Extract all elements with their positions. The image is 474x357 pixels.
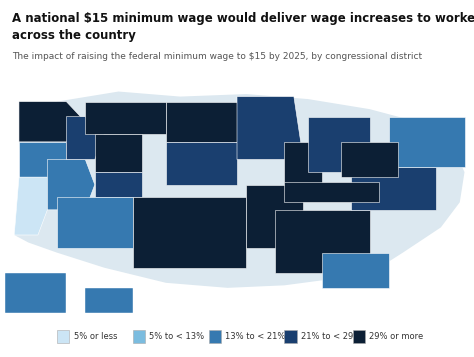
Polygon shape xyxy=(85,288,133,313)
Polygon shape xyxy=(14,177,47,235)
Bar xyxy=(284,330,297,343)
Polygon shape xyxy=(5,273,66,313)
Polygon shape xyxy=(166,102,237,142)
Polygon shape xyxy=(66,117,104,160)
Bar xyxy=(57,330,69,343)
Polygon shape xyxy=(284,142,322,185)
Polygon shape xyxy=(19,102,85,142)
Polygon shape xyxy=(351,167,436,210)
Polygon shape xyxy=(308,117,370,172)
Polygon shape xyxy=(322,253,389,288)
Text: A national $15 minimum wage would deliver wage increases to workers
across the c: A national $15 minimum wage would delive… xyxy=(12,12,474,42)
Polygon shape xyxy=(95,172,142,197)
Polygon shape xyxy=(85,102,166,134)
Text: 13% to < 21%: 13% to < 21% xyxy=(225,332,286,341)
Polygon shape xyxy=(246,185,303,248)
Polygon shape xyxy=(19,142,66,177)
Polygon shape xyxy=(14,91,465,288)
Bar xyxy=(209,330,221,343)
Text: 21% to < 29%: 21% to < 29% xyxy=(301,332,361,341)
Polygon shape xyxy=(284,182,379,202)
Polygon shape xyxy=(341,142,398,177)
Polygon shape xyxy=(57,197,133,248)
Polygon shape xyxy=(47,160,95,210)
Text: The impact of raising the federal minimum wage to $15 by 2025, by congressional : The impact of raising the federal minimu… xyxy=(12,52,422,61)
Polygon shape xyxy=(133,197,246,268)
Polygon shape xyxy=(237,97,303,160)
Bar xyxy=(133,330,145,343)
Bar xyxy=(353,330,365,343)
Polygon shape xyxy=(166,142,237,185)
Text: 5% to < 13%: 5% to < 13% xyxy=(149,332,204,341)
Polygon shape xyxy=(389,117,465,167)
Text: 5% or less: 5% or less xyxy=(73,332,117,341)
Text: 29% or more: 29% or more xyxy=(369,332,424,341)
Polygon shape xyxy=(95,134,142,172)
Polygon shape xyxy=(275,210,370,273)
